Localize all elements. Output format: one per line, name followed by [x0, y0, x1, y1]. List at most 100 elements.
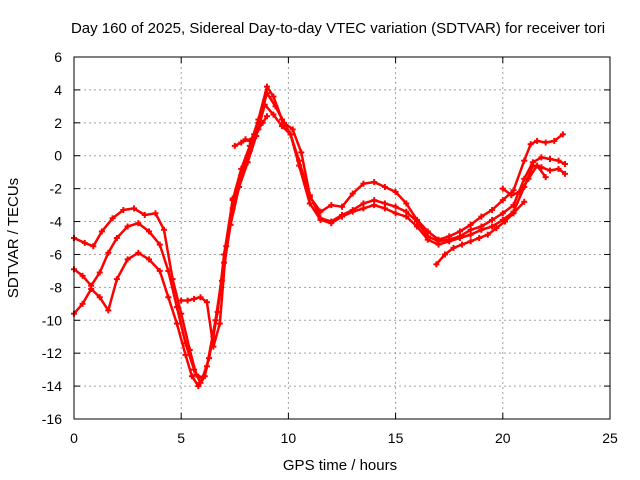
data-point-marker	[278, 123, 285, 130]
y-tick-label: 6	[54, 49, 62, 65]
data-point-marker	[156, 267, 163, 274]
data-point-marker	[191, 295, 198, 302]
y-tick-label: 4	[54, 82, 62, 98]
data-point-marker	[113, 235, 120, 241]
data-point-marker	[195, 383, 202, 390]
y-tick-label: -6	[50, 246, 63, 262]
y-axis-title: SDTVAR / TECUs	[5, 178, 22, 298]
y-tick-label: -4	[50, 214, 63, 230]
data-point-marker	[255, 126, 262, 133]
data-point-marker	[349, 208, 356, 215]
data-point-marker	[489, 207, 496, 214]
data-point-marker	[360, 205, 367, 212]
data-point-marker	[259, 119, 266, 126]
data-point-marker	[459, 241, 466, 248]
data-point-marker	[433, 261, 440, 268]
data-point-marker	[306, 200, 313, 207]
data-point-marker	[546, 167, 553, 174]
x-tick-label: 10	[281, 430, 297, 446]
data-point-marker	[165, 294, 172, 301]
data-point-marker	[328, 220, 335, 227]
data-point-marker	[527, 141, 534, 148]
data-point-marker	[328, 202, 335, 209]
data-point-marker	[561, 170, 568, 177]
series-track-E	[231, 113, 270, 149]
data-point-marker	[88, 286, 95, 293]
data-point-marker	[478, 213, 485, 220]
data-point-marker	[96, 269, 103, 276]
data-point-marker	[489, 216, 496, 223]
series-track-G	[499, 162, 549, 199]
data-point-marker	[339, 203, 345, 210]
data-point-marker	[546, 156, 553, 163]
data-point-marker	[201, 373, 208, 380]
data-point-marker	[242, 136, 249, 143]
data-point-marker	[489, 223, 496, 230]
data-point-marker	[296, 162, 303, 169]
data-series	[71, 83, 568, 390]
x-tick-label: 0	[70, 430, 78, 446]
data-point-marker	[203, 299, 210, 306]
data-point-marker	[289, 126, 296, 133]
data-point-marker	[499, 197, 506, 204]
data-point-marker	[555, 157, 562, 164]
data-point-marker	[392, 210, 399, 217]
series-track-A	[71, 83, 566, 381]
data-point-marker	[263, 83, 270, 90]
data-point-marker	[178, 297, 185, 304]
data-point-marker	[263, 90, 270, 97]
plot-frame	[73, 56, 611, 420]
x-tick-labels: 0 5 10 15 20 25	[70, 430, 618, 446]
data-point-marker	[90, 243, 97, 250]
data-point-marker	[184, 297, 191, 304]
data-point-marker	[135, 249, 142, 256]
data-point-marker	[555, 165, 562, 172]
data-point-marker	[534, 137, 541, 144]
data-point-marker	[381, 183, 388, 190]
series-line	[72, 103, 567, 388]
y-tick-label: 0	[54, 148, 62, 164]
data-point-marker	[414, 223, 421, 230]
data-point-marker	[371, 202, 378, 209]
data-point-marker	[135, 220, 142, 227]
data-point-marker	[261, 101, 268, 108]
data-point-marker	[360, 180, 367, 187]
data-point-marker	[542, 139, 549, 146]
data-point-marker	[450, 244, 457, 251]
x-tick-label: 15	[388, 430, 404, 446]
data-point-marker	[435, 241, 442, 248]
data-point-marker	[270, 93, 277, 100]
data-point-marker	[456, 235, 463, 241]
data-point-marker	[124, 223, 131, 230]
chart-title: Day 160 of 2025, Sidereal Day-to-day VTE…	[71, 20, 605, 37]
data-point-marker	[105, 249, 112, 256]
data-point-marker	[446, 238, 453, 245]
data-point-marker	[561, 160, 568, 167]
data-point-marker	[424, 236, 431, 243]
data-point-marker	[538, 154, 545, 161]
data-point-marker	[229, 195, 236, 202]
data-point-marker	[236, 183, 243, 190]
data-point-marker	[467, 231, 474, 238]
x-axis-title: GPS time / hours	[283, 457, 397, 474]
data-point-marker	[525, 175, 532, 182]
data-point-marker	[81, 239, 88, 246]
data-point-marker	[156, 241, 163, 248]
y-tick-labels: -16 -14 -12 -10 -8 -6 -4 -2 0 2 4 6	[42, 49, 62, 427]
data-point-marker	[287, 131, 294, 138]
data-point-marker	[263, 113, 270, 120]
data-point-marker	[173, 304, 180, 311]
data-point-marker	[79, 272, 86, 279]
series-line	[179, 197, 234, 348]
data-point-marker	[467, 238, 474, 245]
data-point-marker	[244, 159, 251, 166]
data-point-marker	[109, 215, 116, 222]
data-point-marker	[339, 213, 345, 220]
data-point-marker	[120, 207, 127, 214]
data-point-marker	[381, 205, 388, 212]
data-point-marker	[246, 137, 253, 144]
data-point-marker	[349, 190, 356, 197]
data-point-marker	[272, 103, 279, 110]
x-tick-label: 5	[177, 430, 185, 446]
y-tick-label: 2	[54, 115, 62, 131]
